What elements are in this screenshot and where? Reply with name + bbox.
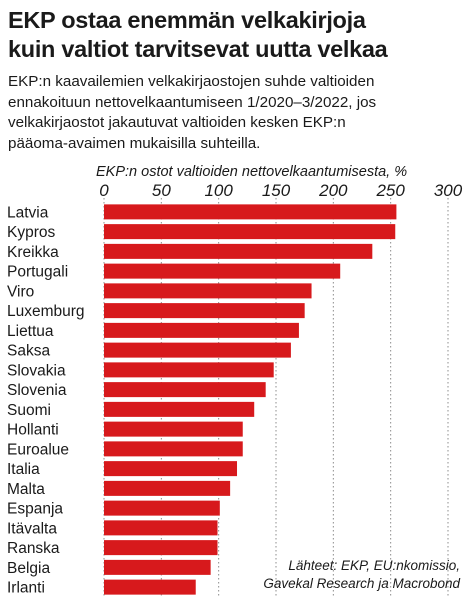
x-tick-label: 0 [99,181,109,200]
category-label: Italia [7,461,40,478]
category-label: Liettua [7,323,54,340]
category-label: Latvia [7,204,49,221]
source-note: Lähteet: EKP, EU:nkomissio, Gavekal Rese… [263,557,460,593]
source-line-1: Lähteet: EKP, EU:nkomissio, [288,558,460,573]
category-labels: Latvia Kypros Kreikka Portugali Viro Luxembur… [7,204,85,596]
bar [104,283,312,299]
category-label: Ranska [7,540,60,557]
subtitle-line-4: pääoma-avaimen mukaisilla suhteilla. [8,134,261,152]
chart-title-line-1: EKP ostaa enemmän velkakirjoja [8,7,366,33]
category-label: Saksa [7,343,50,360]
bar [104,224,396,240]
category-label: Malta [7,481,45,498]
x-axis-label: EKP:n ostot valtioiden nettovelkaantumis… [96,164,407,180]
subtitle-line-2: ennakoituun nettovelkaantumiseen 1/2020–… [8,93,377,111]
chart-title-line-2: kuin valtiot tarvitsevat uutta velkaa [8,36,388,62]
bar [104,322,299,338]
x-tick-label: 50 [152,181,171,200]
category-label: Hollanti [7,422,59,439]
bar [104,579,196,595]
bar [104,362,274,378]
bar [104,342,291,358]
source-line-2: Gavekal Research ja Macrobond [263,576,460,591]
category-label: Kypros [7,224,55,241]
x-tick-label: 300 [434,181,463,200]
bar [104,520,218,536]
subtitle-line-1: EKP:n kaavailemien velkakirjaostojen suh… [8,73,375,90]
bar [104,540,218,556]
bar [104,500,220,516]
category-label: Irlanti [7,580,45,597]
category-label: Portugali [7,264,68,281]
x-tick-label: 200 [318,181,348,200]
x-axis-ticks: 0 50 100 150 200 250 300 [99,181,462,200]
bar [104,401,255,417]
x-tick-label: 250 [375,181,405,200]
category-label: Espanja [7,501,63,518]
x-tick-label: 150 [262,181,291,200]
category-label: Suomi [7,402,51,419]
bars [104,204,397,595]
bar [104,441,243,457]
bar [104,559,211,575]
category-label: Slovakia [7,362,66,379]
category-label: Itävalta [7,520,57,537]
bar [104,303,305,319]
chart-title: EKP ostaa enemmän velkakirjoja kuin valt… [8,6,463,64]
category-label: Kreikka [7,244,59,261]
bar [104,421,243,437]
category-label: Belgia [7,560,50,577]
bar [104,263,341,279]
x-tick-label: 100 [204,181,233,200]
bar [104,382,266,398]
bar [104,480,231,496]
bar [104,243,373,259]
category-label: Luxemburg [7,303,85,320]
chart-subtitle: EKP:n kaavailemien velkakirjaostojen suh… [8,72,463,154]
bar [104,204,397,220]
subtitle-line-3: velkakirjaostot jakautuvat valtioiden ke… [8,114,346,131]
category-label: Euroalue [7,441,69,458]
category-label: Slovenia [7,382,67,399]
category-label: Viro [7,283,34,300]
bar [104,461,238,477]
